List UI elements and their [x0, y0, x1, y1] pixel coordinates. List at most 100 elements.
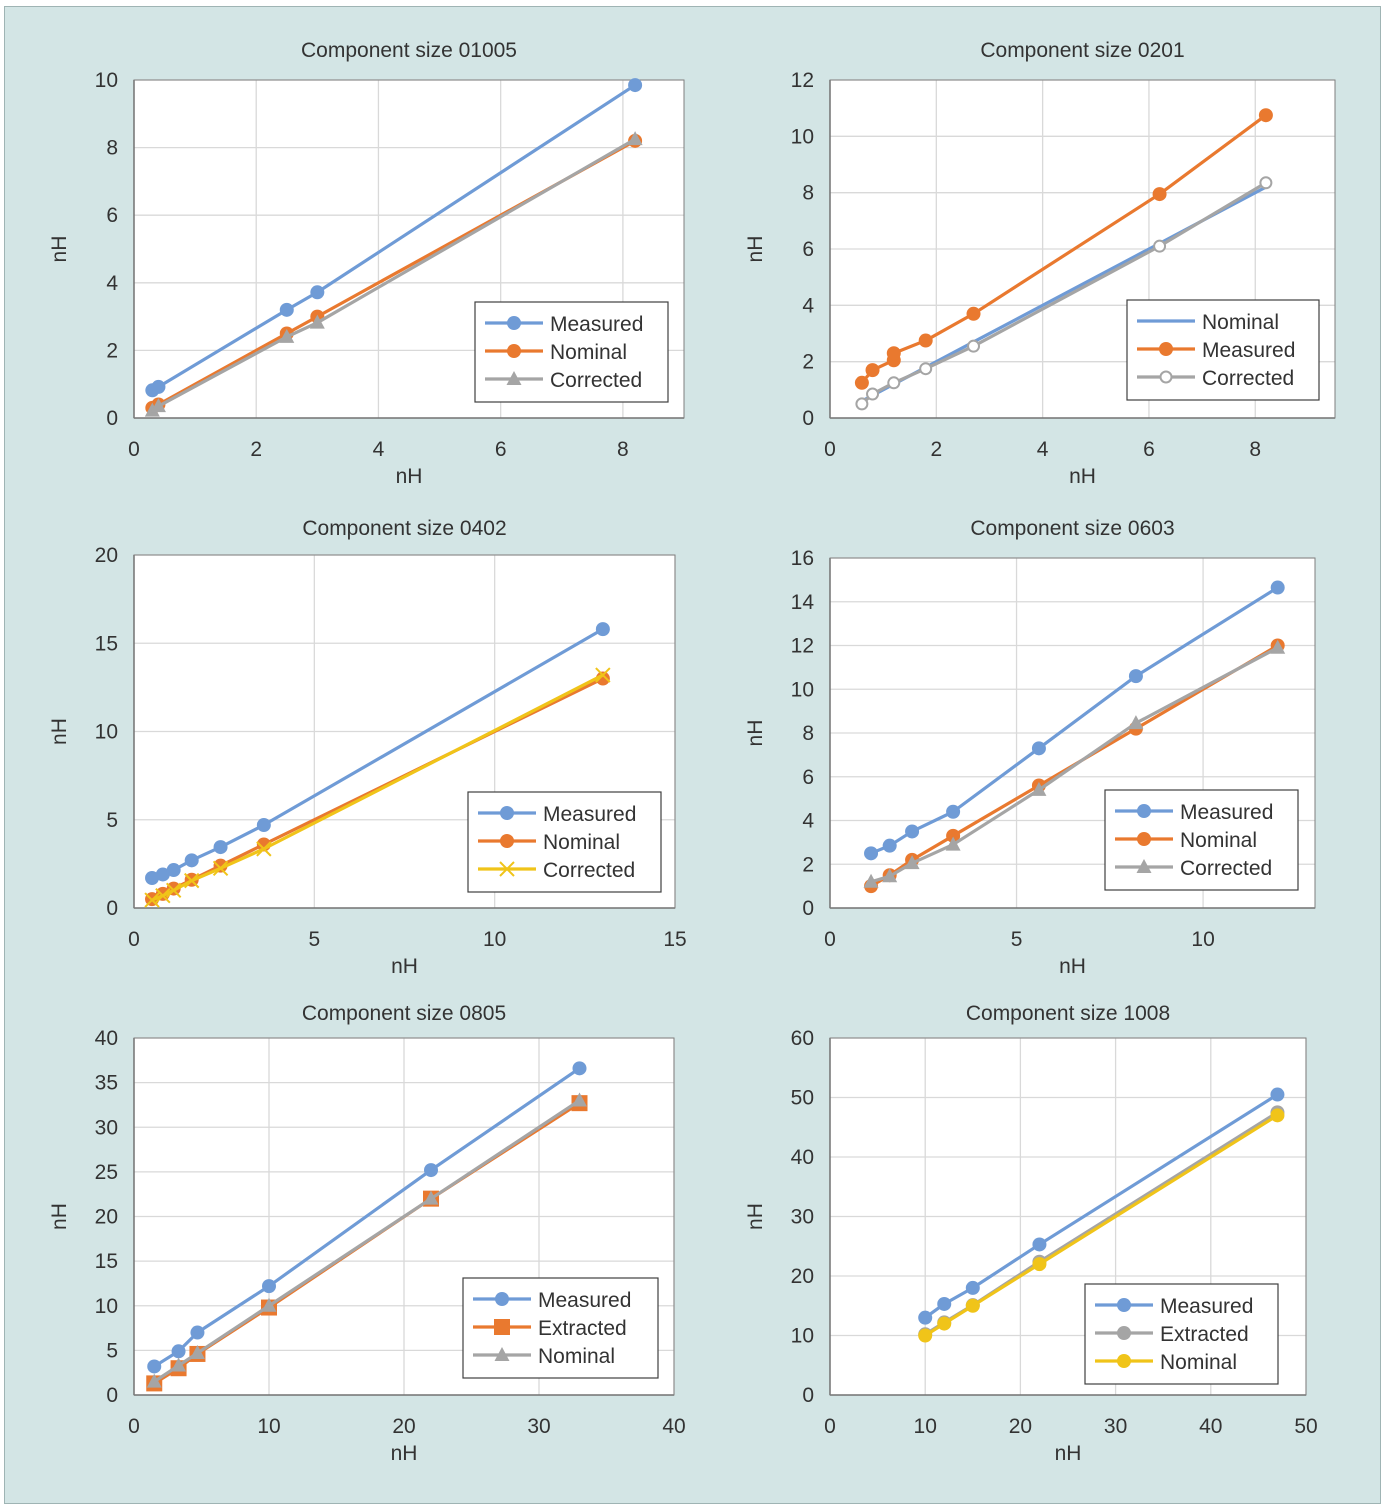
y-tick-label: 40	[791, 1146, 814, 1169]
marker-measured-0	[147, 1359, 162, 1374]
marker-legend-measured-0	[495, 1292, 509, 1306]
chart-3: 0 5 10 15 0 5 10 15 20 Component size 0402 nH nH Mea…	[48, 517, 687, 978]
series-nominal	[146, 1092, 587, 1388]
marker-legend-corrected-0-b	[499, 861, 515, 877]
chart-title: Component size 0603	[970, 517, 1174, 540]
marker-measured-2	[166, 863, 181, 878]
marker-measured-3	[262, 1279, 276, 1294]
y-tick-label: 2	[106, 339, 118, 362]
plot-border	[133, 1037, 675, 1396]
marker-legend-measured-0	[1117, 1298, 1131, 1312]
legend-label: Measured	[550, 313, 643, 336]
series-measured	[918, 1087, 1285, 1325]
x-axis-label: nH	[1059, 955, 1086, 978]
y-axis-label: nH	[744, 1203, 767, 1230]
x-axis-label: nH	[1069, 465, 1096, 488]
legend-item-measured: Measured	[1095, 1295, 1253, 1318]
marker-measured-7	[1258, 108, 1273, 123]
y-tick-label: 35	[95, 1072, 118, 1095]
y-tick-label: 6	[802, 766, 814, 789]
x-axis-label: nH	[391, 1442, 418, 1465]
y-tick-label: 10	[95, 721, 118, 744]
x-tick-label: 10	[914, 1415, 937, 1438]
marker-measured-1	[151, 379, 166, 394]
y-tick-label: 20	[95, 544, 118, 567]
marker-corrected-2	[887, 376, 901, 390]
marker-measured-2	[190, 1325, 205, 1340]
chart-title: Component size 1008	[966, 1002, 1170, 1025]
marker-legend-measured-0	[500, 806, 514, 820]
legend-label: Corrected	[550, 369, 642, 392]
x-tick-label: 10	[257, 1415, 280, 1438]
marker-measured-5	[1128, 669, 1143, 684]
marker-measured-6	[595, 622, 610, 637]
marker-legend-nominal-0	[494, 1347, 510, 1361]
y-tick-label: 0	[106, 897, 118, 920]
marker-corrected-2	[904, 855, 920, 870]
series-measured	[864, 580, 1285, 861]
marker-corrected-5	[1128, 715, 1144, 730]
y-tick-label: 0	[106, 1384, 118, 1407]
marker-measured-3	[946, 804, 961, 819]
marker-measured-6	[1270, 580, 1285, 595]
legend-label: Measured	[1180, 801, 1273, 824]
marker-legend-measured-0	[1159, 342, 1173, 356]
y-tick-label: 4	[802, 294, 814, 317]
marker-nominal-2	[189, 1345, 205, 1360]
y-tick-label: 30	[95, 1116, 118, 1139]
chart-1: 0 2 4 6 8 0 2 4 6 8 10 Component size 01005 nH nH Meas…	[48, 39, 685, 488]
y-tick-label: 10	[791, 1325, 814, 1348]
marker-corrected-6	[595, 667, 611, 683]
legend-item-measured: Measured	[1115, 801, 1273, 824]
series-measured	[147, 1061, 587, 1374]
chart-4: 0 5 10 0 2 4 6 8 10 12 14 16 Component size 0603 nH nH…	[744, 517, 1316, 978]
y-tick-label: 15	[95, 1250, 118, 1273]
x-tick-label: 0	[824, 438, 836, 461]
marker-legend-corrected-0	[499, 861, 515, 877]
y-tick-label: 0	[802, 1384, 814, 1407]
legend-label: Nominal	[1180, 829, 1257, 852]
y-tick-label: 8	[106, 137, 118, 160]
marker-nominal-5	[572, 1092, 587, 1107]
y-tick-label: 8	[802, 722, 814, 745]
x-tick-label: 2	[250, 438, 262, 461]
x-tick-label: 15	[663, 928, 686, 951]
marker-measured-0	[854, 375, 869, 390]
marker-measured-0	[145, 870, 160, 885]
x-axis-label: nH	[391, 955, 418, 978]
x-tick-label: 0	[128, 1415, 140, 1438]
y-tick-label: 2	[802, 351, 814, 374]
marker-measured-2	[279, 302, 294, 317]
legend-item-nominal: Nominal	[1137, 311, 1279, 334]
marker-measured-1	[865, 363, 880, 378]
marker-legend-measured-0	[1137, 804, 1151, 818]
marker-measured-3	[886, 346, 901, 361]
y-axis-label: nH	[48, 1203, 71, 1230]
y-tick-label: 15	[95, 632, 118, 655]
marker-corrected-4	[627, 131, 643, 146]
marker-corrected-6-b	[595, 667, 611, 683]
x-tick-label: 0	[128, 438, 140, 461]
legend-item-measured: Measured	[473, 1289, 631, 1312]
marker-measured-1	[882, 838, 897, 853]
x-tick-label: 5	[1011, 928, 1023, 951]
marker-corrected-2	[279, 328, 295, 343]
marker-nominal-1	[937, 1316, 952, 1331]
y-tick-label: 10	[791, 678, 814, 701]
y-tick-label: 10	[791, 125, 814, 148]
chart-5: 0 10 20 30 40 0 5 10 15 20 25 30 35 40 Component size …	[48, 1002, 686, 1465]
legend: Measured Nominal Corrected	[1104, 789, 1299, 891]
chart-title: Component size 0201	[980, 39, 1184, 62]
marker-measured-1	[937, 1296, 952, 1311]
y-tick-label: 60	[791, 1027, 814, 1050]
marker-corrected-1-b	[155, 887, 171, 904]
series-nominal	[918, 1108, 1285, 1343]
legend-label: Nominal	[1202, 311, 1279, 334]
legend-label: Corrected	[1202, 367, 1294, 390]
series-measured	[854, 108, 1273, 390]
x-tick-label: 40	[1199, 1415, 1222, 1438]
x-tick-label: 10	[1191, 928, 1214, 951]
y-tick-label: 2	[802, 853, 814, 876]
legend-item-extracted: Extracted	[1095, 1323, 1249, 1346]
marker-corrected-3	[919, 362, 933, 376]
